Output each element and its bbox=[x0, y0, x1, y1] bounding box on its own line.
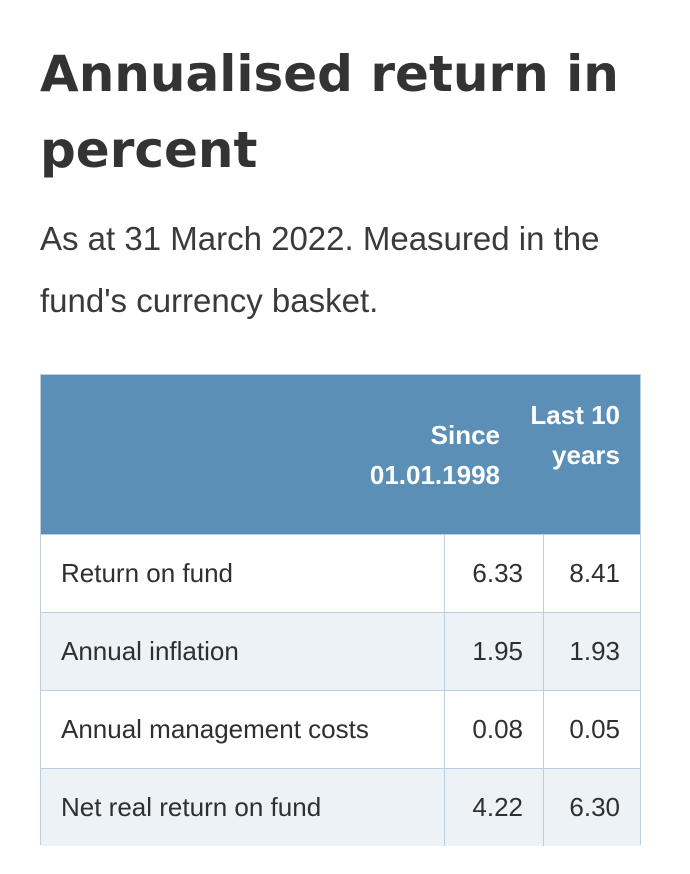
table-row: Net real return on fund 4.22 6.30 bbox=[41, 768, 640, 846]
table-row: Annual management costs 0.08 0.05 bbox=[41, 690, 640, 768]
cell-value: 6.30 bbox=[543, 769, 640, 846]
cell-value: 0.08 bbox=[444, 691, 543, 768]
table-row: Annual inflation 1.95 1.93 bbox=[41, 612, 640, 690]
row-label: Return on fund bbox=[61, 558, 234, 588]
table-row: Return on fund 6.33 8.41 bbox=[41, 534, 640, 612]
row-label: Annual inflation bbox=[61, 636, 239, 666]
cell-value: 8.41 bbox=[543, 535, 640, 612]
column-header: Since 01.01.1998 bbox=[369, 420, 500, 490]
title: Annualised return in percent bbox=[40, 45, 619, 179]
table: Since 01.01.1998 Last 10 years Return on… bbox=[40, 374, 641, 846]
cell-value: 1.95 bbox=[444, 613, 543, 690]
cell-value: 4.22 bbox=[444, 769, 543, 846]
table-header: Since 01.01.1998 Last 10 years bbox=[41, 375, 640, 534]
column-header: Last 10 years bbox=[530, 400, 620, 470]
cell-value: 0.05 bbox=[543, 691, 640, 768]
row-label: Net real return on fund bbox=[61, 792, 322, 822]
subtitle: As at 31 March 2022. Measured in the fun… bbox=[40, 220, 600, 319]
cell-value: 1.93 bbox=[543, 613, 640, 690]
cell-value: 6.33 bbox=[444, 535, 543, 612]
row-label: Annual management costs bbox=[61, 714, 369, 744]
